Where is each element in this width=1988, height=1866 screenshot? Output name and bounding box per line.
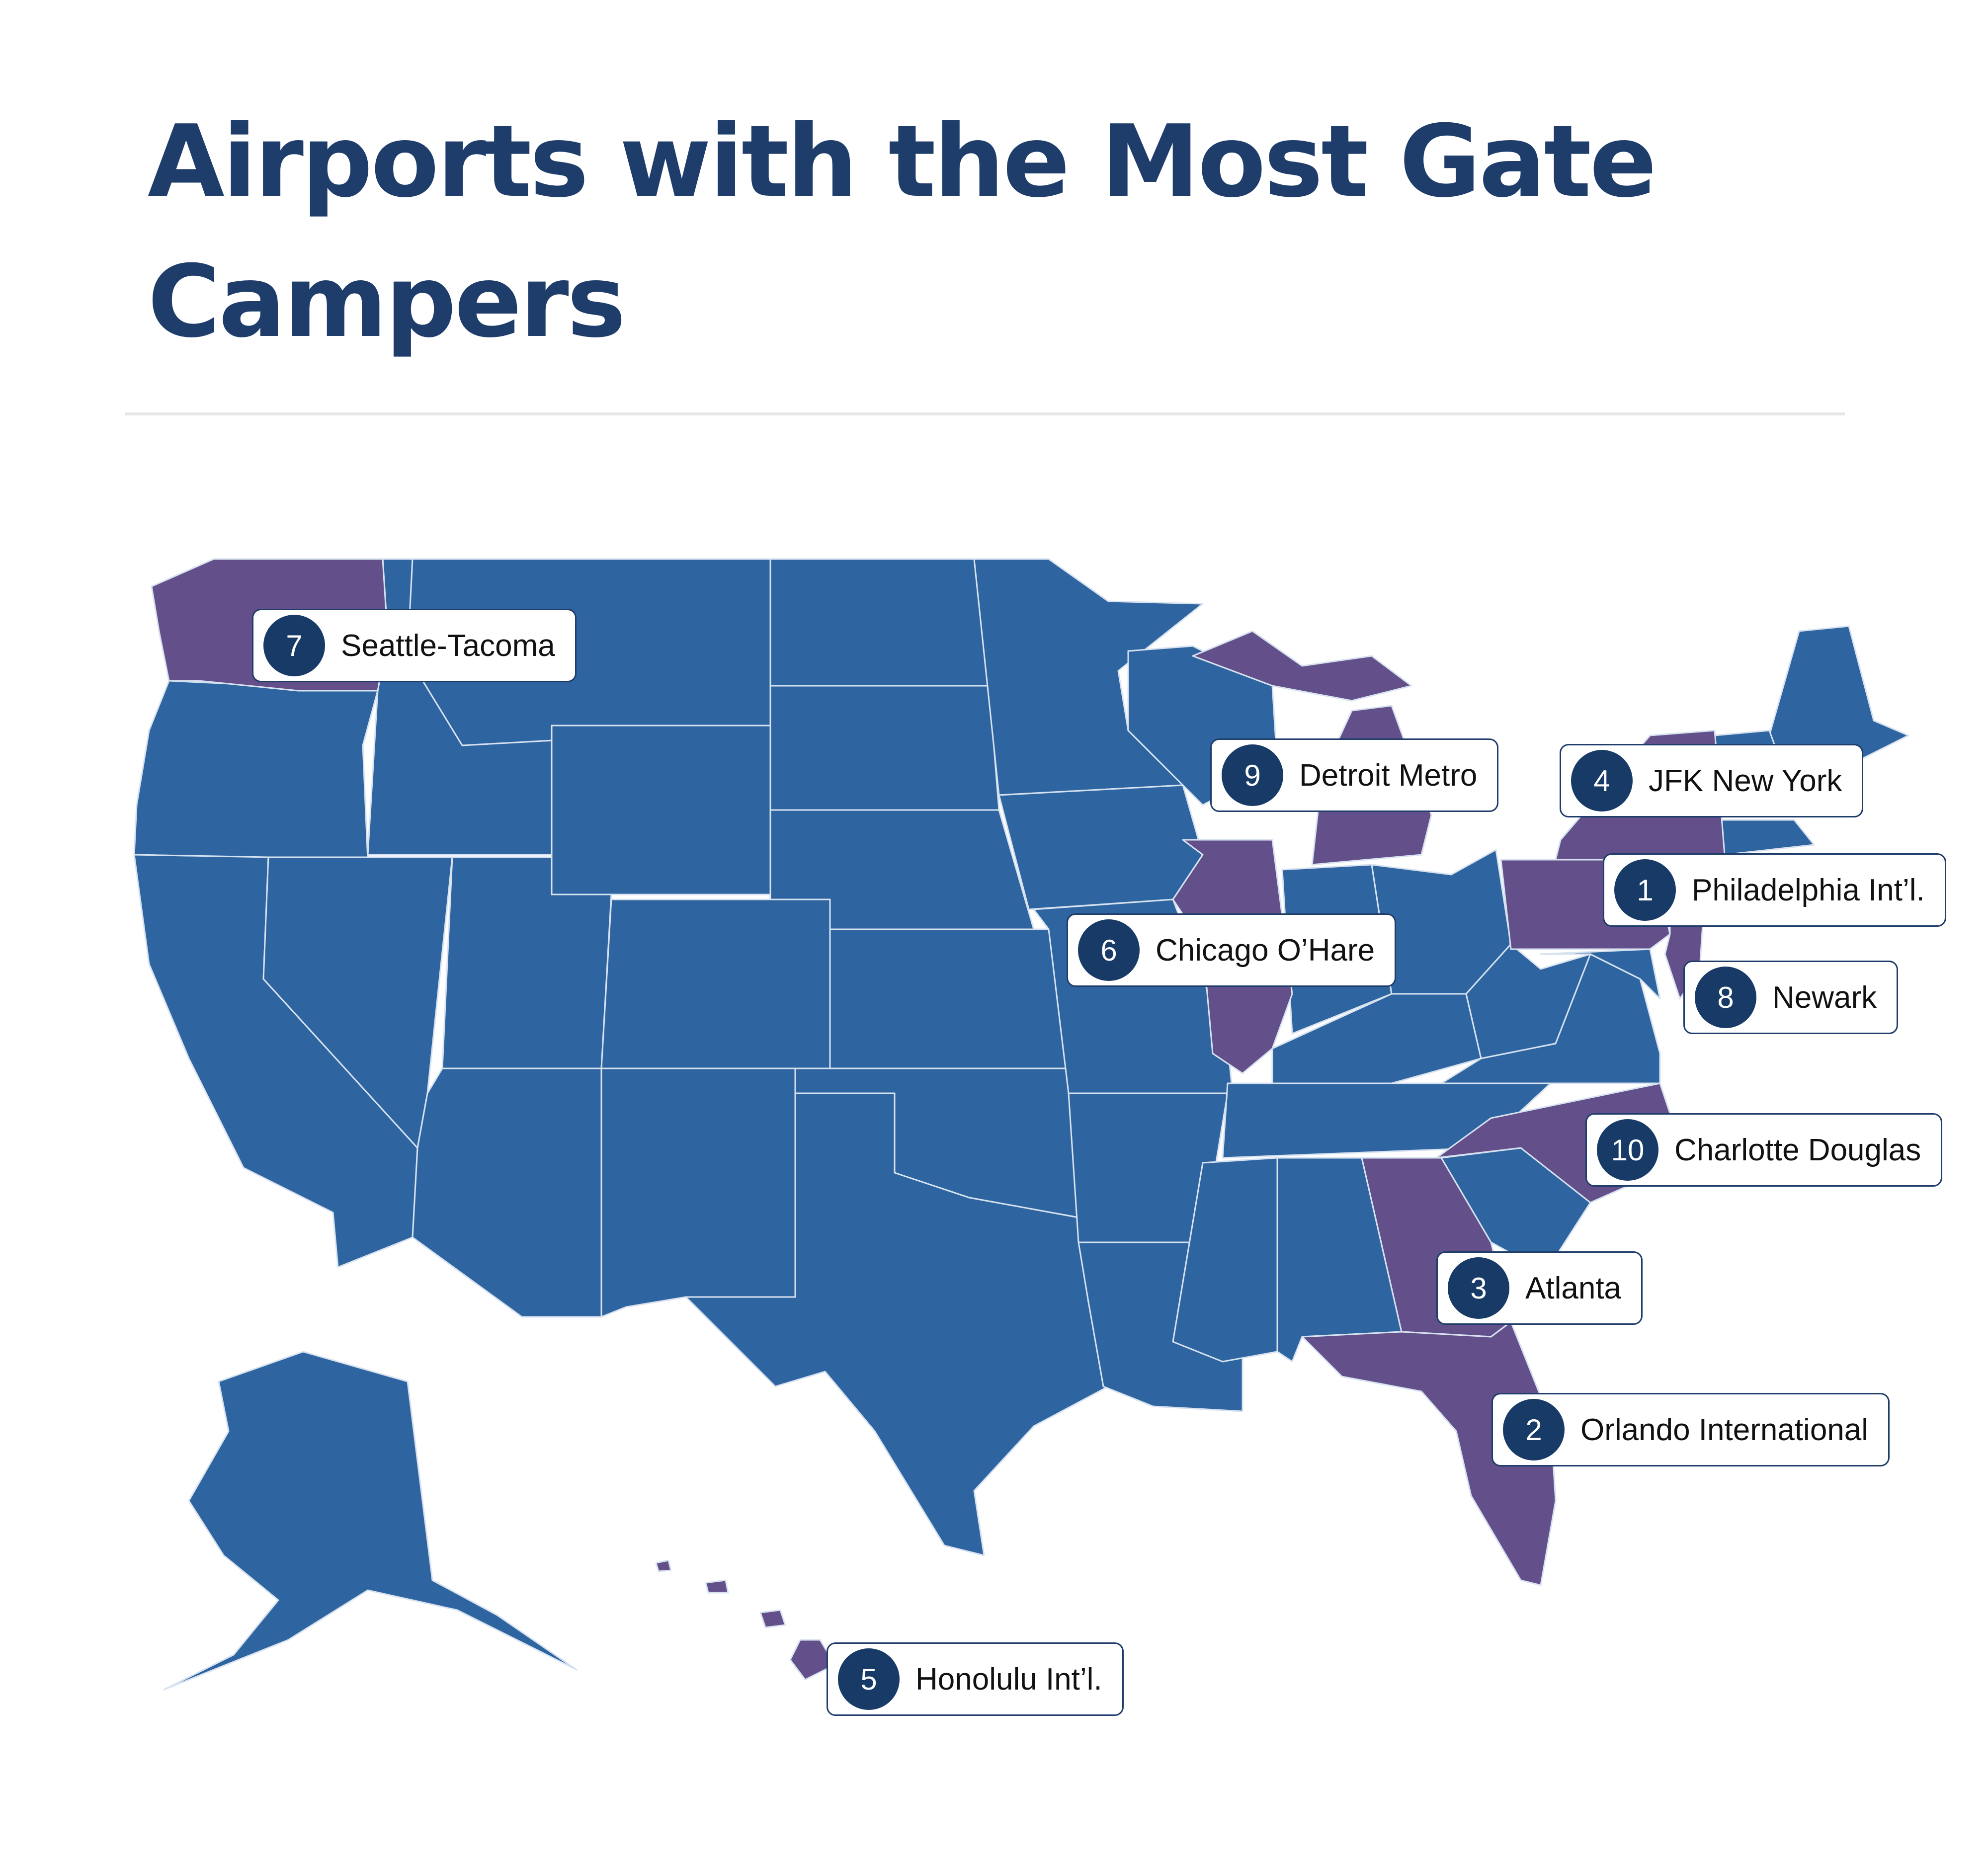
rank-badge: 4 bbox=[1571, 750, 1633, 811]
airport-name: Orlando International bbox=[1580, 1412, 1869, 1447]
state-michigan-upper[interactable] bbox=[1192, 630, 1412, 702]
airport-label-detroit-metro[interactable]: 9 Detroit Metro bbox=[1210, 738, 1499, 812]
rank-badge: 7 bbox=[263, 615, 325, 676]
rank-badge: 6 bbox=[1078, 919, 1140, 981]
airport-label-newark[interactable]: 8 Newark bbox=[1683, 961, 1899, 1034]
state-mississippi[interactable] bbox=[1172, 1157, 1278, 1363]
state-hawaii-kauai[interactable] bbox=[655, 1559, 672, 1572]
rank-badge: 3 bbox=[1448, 1257, 1509, 1319]
airport-name: Charlotte Douglas bbox=[1674, 1133, 1921, 1167]
state-arizona[interactable] bbox=[412, 1067, 602, 1318]
airport-name: JFK New York bbox=[1649, 763, 1842, 798]
page-title: Airports with the Most Gate Campers bbox=[148, 104, 1657, 360]
title-divider bbox=[125, 412, 1845, 415]
state-hawaii-oahu[interactable] bbox=[705, 1579, 729, 1594]
state-wyoming[interactable] bbox=[551, 725, 771, 895]
state-kansas[interactable] bbox=[829, 928, 1070, 1069]
airport-name: Honolulu Int’l. bbox=[915, 1662, 1102, 1697]
airport-name: Chicago O’Hare bbox=[1156, 933, 1375, 968]
rank-badge: 8 bbox=[1695, 967, 1756, 1028]
airport-name: Atlanta bbox=[1525, 1271, 1622, 1305]
airport-label-orlando-international[interactable]: 2 Orlando International bbox=[1491, 1393, 1890, 1466]
state-texas[interactable] bbox=[685, 1092, 1109, 1556]
rank-badge: 1 bbox=[1614, 859, 1676, 921]
state-new-mexico[interactable] bbox=[600, 1067, 796, 1318]
airport-name: Newark bbox=[1772, 980, 1877, 1015]
state-oregon[interactable] bbox=[133, 680, 379, 861]
airport-name: Seattle-Tacoma bbox=[341, 628, 555, 663]
airport-label-charlotte-douglas[interactable]: 10 Charlotte Douglas bbox=[1585, 1113, 1943, 1187]
state-florida[interactable] bbox=[1301, 1321, 1557, 1586]
airport-label-chicago-ohare[interactable]: 6 Chicago O’Hare bbox=[1067, 913, 1397, 987]
state-hawaii-maui[interactable] bbox=[759, 1609, 786, 1628]
state-iowa[interactable] bbox=[998, 784, 1204, 910]
airport-label-seattle-tacoma[interactable]: 7 Seattle-Tacoma bbox=[252, 609, 577, 682]
state-colorado[interactable] bbox=[600, 898, 831, 1069]
airport-label-honolulu[interactable]: 5 Honolulu Int’l. bbox=[827, 1642, 1124, 1716]
rank-badge: 2 bbox=[1503, 1399, 1565, 1460]
state-alaska[interactable] bbox=[163, 1351, 578, 1691]
rank-badge: 10 bbox=[1597, 1119, 1658, 1181]
rank-badge: 9 bbox=[1222, 744, 1283, 806]
airport-name: Philadelphia Int’l. bbox=[1692, 873, 1925, 907]
state-south-dakota[interactable] bbox=[769, 685, 1000, 811]
airport-name: Detroit Metro bbox=[1299, 758, 1478, 793]
airport-label-atlanta[interactable]: 3 Atlanta bbox=[1436, 1251, 1643, 1325]
airport-label-philadelphia[interactable]: 1 Philadelphia Int’l. bbox=[1603, 853, 1946, 927]
rank-badge: 5 bbox=[838, 1648, 900, 1710]
state-hawaii-big-island[interactable] bbox=[789, 1639, 836, 1681]
state-maryland[interactable] bbox=[1540, 948, 1661, 1000]
state-massachusetts[interactable] bbox=[1719, 819, 1815, 856]
state-north-dakota[interactable] bbox=[769, 558, 990, 687]
airport-label-jfk-new-york[interactable]: 4 JFK New York bbox=[1560, 744, 1864, 817]
